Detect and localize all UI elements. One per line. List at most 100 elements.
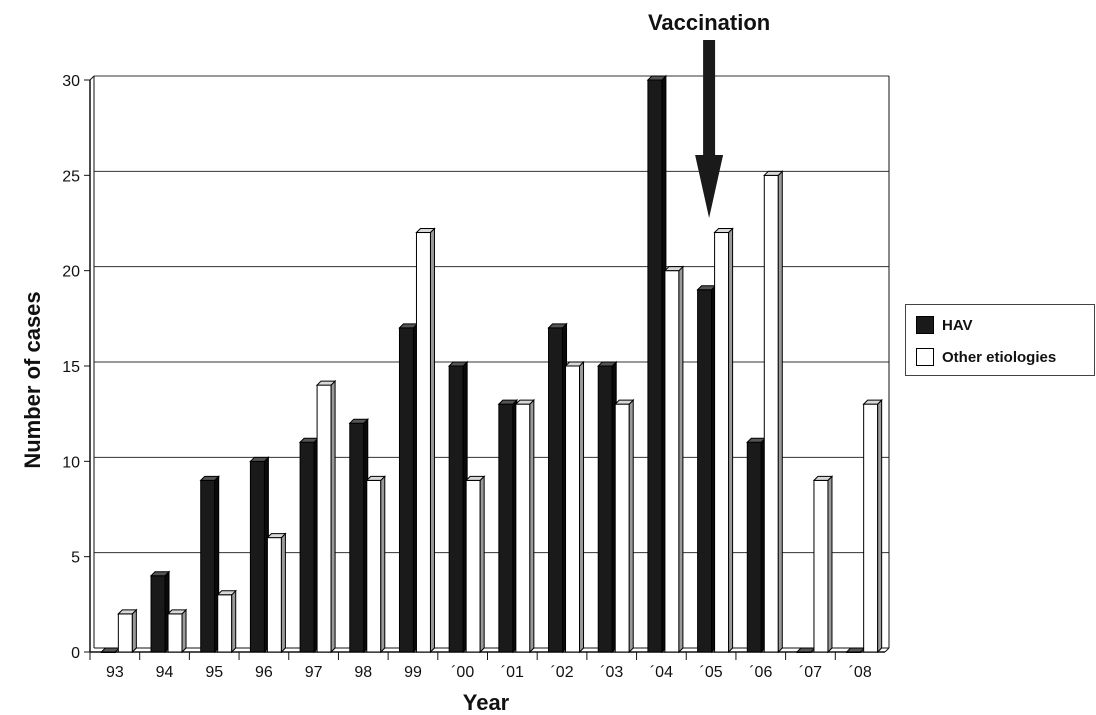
bar-other-3 — [266, 532, 287, 654]
vaccination-arrow — [695, 40, 724, 218]
bar-front — [664, 270, 680, 653]
bar-top — [149, 571, 171, 577]
bar-front — [167, 613, 183, 653]
floor-right-edge — [884, 647, 890, 653]
bar-side — [181, 608, 187, 654]
y-tick-label: 15 — [62, 359, 80, 376]
bar-other-0 — [117, 608, 138, 654]
bar-front — [714, 232, 730, 653]
bar-front — [366, 479, 382, 653]
bar-top — [812, 475, 834, 481]
legend-label-other: Other etiologies — [942, 348, 1057, 366]
bar-front — [349, 422, 365, 653]
bar-top — [663, 266, 685, 272]
bar-top — [564, 361, 585, 367]
bar-other-8 — [514, 398, 536, 654]
bar-top — [646, 75, 668, 81]
bar-hav-3 — [249, 456, 270, 654]
bar-top — [845, 647, 866, 653]
bar-top — [249, 456, 270, 462]
bar-front — [217, 594, 233, 653]
x-tick-label: 97 — [305, 664, 323, 681]
bar-top — [348, 418, 369, 424]
bar-front — [299, 441, 315, 653]
bar-hav-6 — [398, 322, 419, 654]
y-tick-label: 30 — [62, 73, 80, 90]
x-tick-label: 95 — [205, 664, 223, 681]
bar-front — [697, 289, 713, 653]
bar-front — [614, 403, 630, 653]
y-axis-label: Number of cases — [20, 291, 45, 468]
bar-hav-4 — [298, 437, 320, 654]
x-tick-label: ´08 — [849, 664, 872, 681]
bar-other-4 — [315, 379, 337, 654]
legend: HAV Other etiologies — [905, 304, 1095, 376]
bar-top — [696, 285, 717, 291]
bar-top — [166, 609, 188, 615]
x-tick-label: 93 — [106, 664, 124, 681]
bar-hav-1 — [149, 570, 171, 654]
bar-other-11 — [663, 265, 685, 654]
bar-front — [150, 575, 166, 653]
y-tick-label: 25 — [62, 168, 80, 185]
bar-top — [795, 647, 817, 653]
x-tick-label: ´02 — [550, 664, 573, 681]
bar-top — [315, 380, 337, 386]
bar-top — [266, 533, 287, 539]
bar-front — [498, 403, 514, 653]
x-tick-label: ´05 — [700, 664, 723, 681]
bar-side — [777, 170, 783, 654]
y-tick-label: 20 — [62, 264, 80, 281]
bar-front — [398, 327, 414, 653]
y-tick-label: 0 — [71, 645, 80, 662]
bar-hav-13 — [746, 437, 767, 654]
legend-label-hav: HAV — [942, 316, 973, 334]
bar-top — [298, 437, 320, 443]
bar-front — [316, 384, 332, 653]
bar-front — [515, 403, 531, 653]
y-tick-label: 5 — [71, 550, 80, 567]
x-tick-label: 99 — [404, 664, 422, 681]
bar-side — [380, 475, 386, 654]
bar-other-12 — [713, 227, 734, 654]
bar-front — [548, 327, 564, 653]
bar-top — [614, 399, 635, 405]
bar-front — [763, 174, 779, 653]
bar-front — [415, 232, 431, 653]
x-tick-label: ´06 — [749, 664, 772, 681]
bar-side — [728, 227, 734, 654]
x-axis-label: Year — [463, 690, 510, 715]
legend-item-other: Other etiologies — [916, 347, 1056, 367]
bar-top — [199, 475, 220, 481]
bar-side — [131, 608, 137, 654]
bar-front — [249, 460, 265, 653]
bar-front — [647, 79, 663, 653]
bar-top — [547, 323, 568, 329]
bar-front — [597, 365, 613, 653]
bar-other-7 — [464, 475, 486, 654]
y-tick-label: 10 — [62, 454, 80, 471]
bar-side — [479, 475, 485, 654]
bar-top — [763, 170, 784, 176]
legend-swatch-hav — [916, 316, 934, 334]
bar-hav-12 — [696, 284, 717, 654]
x-tick-label: 94 — [156, 664, 174, 681]
bar-top — [713, 228, 734, 234]
vaccination-annotation: Vaccination — [648, 10, 770, 35]
bar-front — [746, 441, 762, 653]
bar-hav-9 — [547, 322, 568, 654]
x-tick-label: ´00 — [451, 664, 474, 681]
bar-top — [415, 228, 436, 234]
bar-other-1 — [166, 608, 188, 654]
bar-side — [827, 475, 833, 654]
x-tick-label: ´07 — [799, 664, 822, 681]
bar-other-15 — [862, 398, 883, 654]
bar-hav-7 — [447, 360, 469, 654]
bar-front — [813, 479, 829, 653]
bar-front — [465, 479, 481, 653]
bar-front — [200, 479, 216, 653]
bar-side — [529, 398, 535, 654]
bar-front — [565, 365, 581, 653]
bar-front — [117, 613, 133, 653]
bar-top — [216, 590, 237, 596]
